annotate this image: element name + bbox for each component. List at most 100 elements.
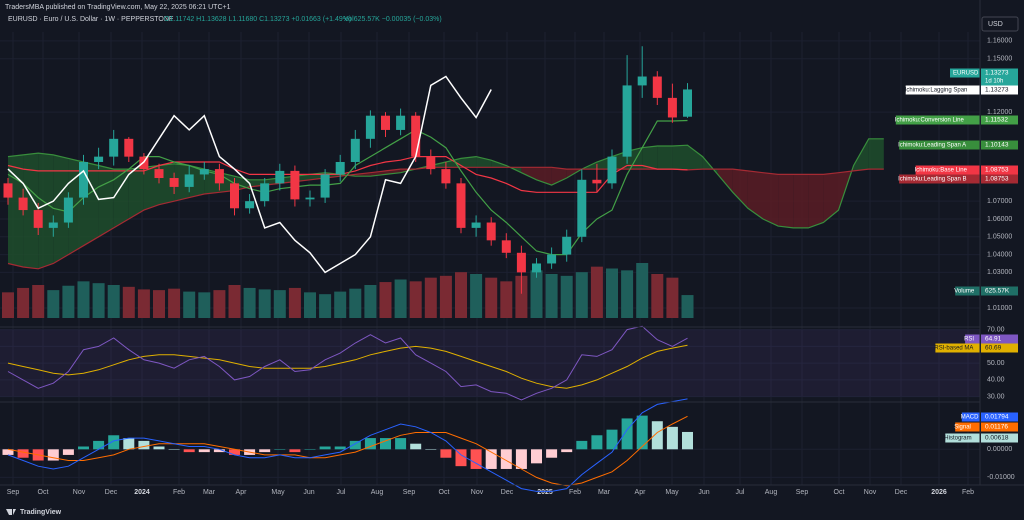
histogram-bar	[651, 421, 663, 450]
volume-bar	[273, 290, 286, 318]
histogram-bar	[515, 449, 527, 469]
time-label: Feb	[173, 489, 185, 496]
volume-bar	[439, 275, 452, 318]
y-tick-label: 50.00	[987, 360, 1005, 367]
histogram-bar	[636, 415, 648, 450]
volume-bar	[47, 290, 60, 318]
candle-body	[245, 201, 255, 209]
histogram-bar	[108, 435, 120, 450]
cloud	[853, 138, 869, 171]
logo	[6, 509, 16, 515]
candle-body	[230, 183, 239, 209]
badge-name: MACD	[961, 415, 979, 421]
candle-body	[154, 169, 164, 179]
badge-value-box	[981, 343, 1018, 353]
volume-bar	[364, 285, 377, 318]
histogram-bar	[93, 440, 105, 450]
histogram-bar	[364, 438, 376, 450]
volume-bar	[515, 275, 528, 318]
histogram-bar	[183, 449, 195, 453]
currency[interactable]: USD	[988, 21, 1003, 28]
time-label: Mar	[598, 489, 611, 496]
cloud	[747, 170, 763, 219]
cloud	[778, 174, 794, 228]
histogram-bar	[410, 443, 422, 450]
histogram-bar	[229, 449, 240, 455]
volume-bar	[213, 290, 226, 318]
volume-bar	[92, 283, 105, 318]
symbol-legend: EURUSD · Euro / U.S. Dollar · 1W · PEPPE…	[8, 16, 174, 23]
footer	[0, 505, 1024, 520]
histogram-bar	[485, 449, 497, 469]
histogram-bar	[500, 449, 512, 469]
volume-bar	[319, 294, 332, 318]
badge-value-box	[981, 422, 1018, 432]
time-label: Feb	[569, 489, 581, 496]
y-tick-label: -0.01000	[987, 474, 1015, 481]
volume-bar	[198, 292, 211, 318]
volume-bar	[168, 288, 181, 318]
time-label: Jul	[337, 489, 346, 496]
badge-name-box	[899, 174, 980, 184]
badge-value: 64.91	[985, 336, 1002, 343]
time-label: Oct	[439, 489, 450, 496]
cloud	[672, 145, 688, 170]
cloud	[551, 167, 567, 186]
volume-bar	[107, 285, 120, 318]
candle-body	[275, 170, 285, 184]
time-label: Aug	[765, 489, 778, 496]
publisher: TradersMBA published on TradingView.com,…	[5, 4, 231, 11]
ichimoku-line	[7, 119, 688, 256]
badge-value: 1.13273	[985, 70, 1009, 77]
badge-name: RSI-based MA	[934, 346, 973, 352]
badge-value: 1.08753	[985, 167, 1009, 174]
time-label: Apr	[635, 489, 647, 496]
histogram-bar	[138, 440, 150, 450]
time-label: Nov	[864, 489, 877, 496]
cloud	[657, 145, 673, 170]
candle-body	[577, 179, 587, 237]
cloud	[808, 174, 824, 228]
cloud	[38, 153, 54, 269]
y-tick-label: 1.01000	[987, 305, 1012, 312]
candle-body	[652, 76, 662, 98]
volume-bar	[485, 277, 498, 318]
y-tick-label: 1.12000	[987, 109, 1012, 116]
volume-bar	[545, 274, 558, 318]
candle-body	[426, 156, 436, 170]
candle-body	[396, 115, 406, 130]
time-label: Oct	[834, 489, 845, 496]
cloud	[793, 174, 809, 228]
histogram-bar	[561, 449, 573, 453]
volume-bar	[530, 270, 543, 318]
badge-value: 60.69	[985, 345, 1002, 352]
volume-bar	[394, 279, 407, 318]
currency-button[interactable]	[981, 16, 1019, 32]
time-label: 2025	[537, 489, 553, 496]
candle-body	[305, 197, 315, 200]
time-label: Feb	[962, 489, 974, 496]
volume-bar	[334, 291, 347, 318]
candle-body	[184, 174, 194, 187]
candle-body	[547, 254, 557, 264]
candle-body	[169, 178, 179, 187]
histogram-bar	[334, 446, 346, 450]
volume-bar	[681, 295, 694, 318]
histogram-bar	[2, 449, 14, 455]
candle-body	[667, 97, 677, 118]
badge-value-box	[981, 412, 1018, 422]
volume-bar	[77, 281, 90, 318]
histogram-bar	[470, 449, 482, 469]
candle-body	[501, 240, 511, 253]
time-label: Jun	[698, 489, 709, 496]
volume-legend: Vol625.57K −0.00035 (−0.03%)	[344, 16, 442, 23]
y-tick-label: 1.03000	[987, 269, 1012, 276]
volume-bar	[288, 287, 301, 318]
cloud	[717, 169, 733, 193]
badge-name-box	[965, 334, 980, 344]
badge-value-box	[981, 174, 1018, 184]
candle-body	[622, 85, 632, 157]
